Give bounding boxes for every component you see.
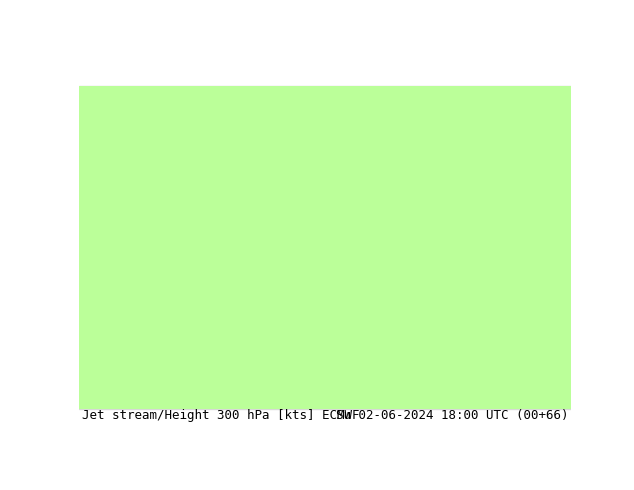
Text: Su 02-06-2024 18:00 UTC (00+66): Su 02-06-2024 18:00 UTC (00+66) — [336, 409, 568, 422]
Text: Jet stream/Height 300 hPa [kts] ECMWF: Jet stream/Height 300 hPa [kts] ECMWF — [82, 409, 359, 422]
Bar — [79, 86, 571, 409]
Polygon shape — [79, 86, 571, 409]
